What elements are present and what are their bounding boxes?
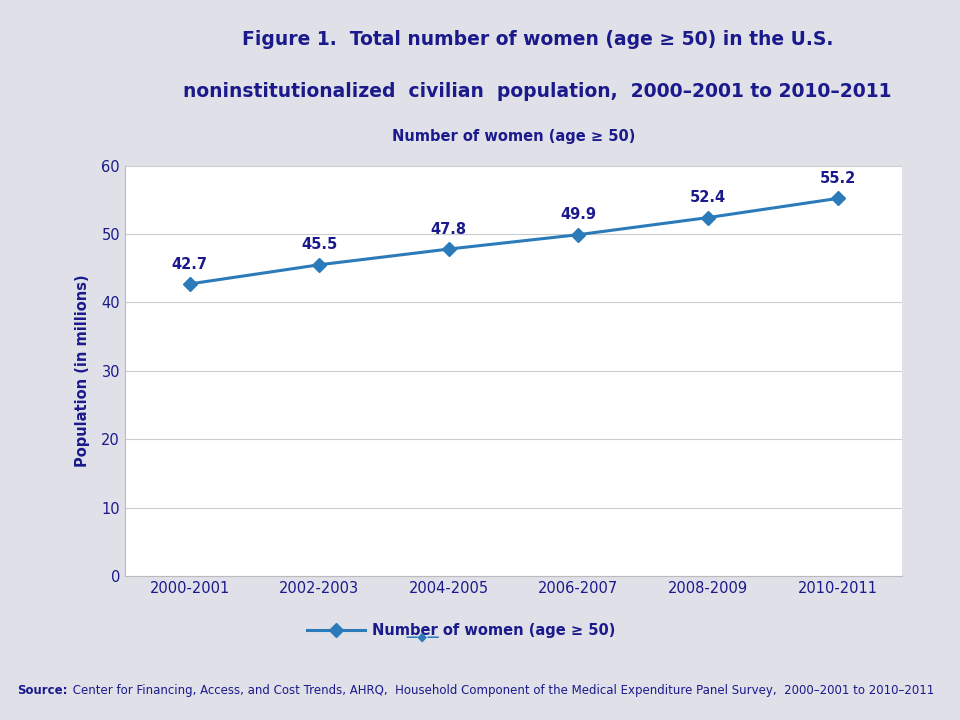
Text: 45.5: 45.5 (301, 238, 337, 253)
Text: 47.8: 47.8 (431, 222, 467, 237)
Text: 52.4: 52.4 (690, 190, 726, 205)
Text: Figure 1.  Total number of women (age ≥ 50) in the U.S.: Figure 1. Total number of women (age ≥ 5… (242, 30, 833, 49)
Text: Source:: Source: (17, 684, 68, 697)
Text: Center for Financing, Access, and Cost Trends, AHRQ,  Household Component of the: Center for Financing, Access, and Cost T… (69, 684, 934, 697)
Text: Number of women (age ≥ 50): Number of women (age ≥ 50) (372, 623, 616, 637)
Text: —◆—: —◆— (405, 631, 440, 644)
Text: 42.7: 42.7 (172, 256, 207, 271)
Text: noninstitutionalized  civilian  population,  2000–2001 to 2010–2011: noninstitutionalized civilian population… (183, 82, 892, 102)
Text: Number of women (age ≥ 50): Number of women (age ≥ 50) (392, 129, 636, 144)
Text: 55.2: 55.2 (820, 171, 855, 186)
Y-axis label: Population (in millions): Population (in millions) (75, 274, 90, 467)
Text: 49.9: 49.9 (561, 207, 596, 222)
